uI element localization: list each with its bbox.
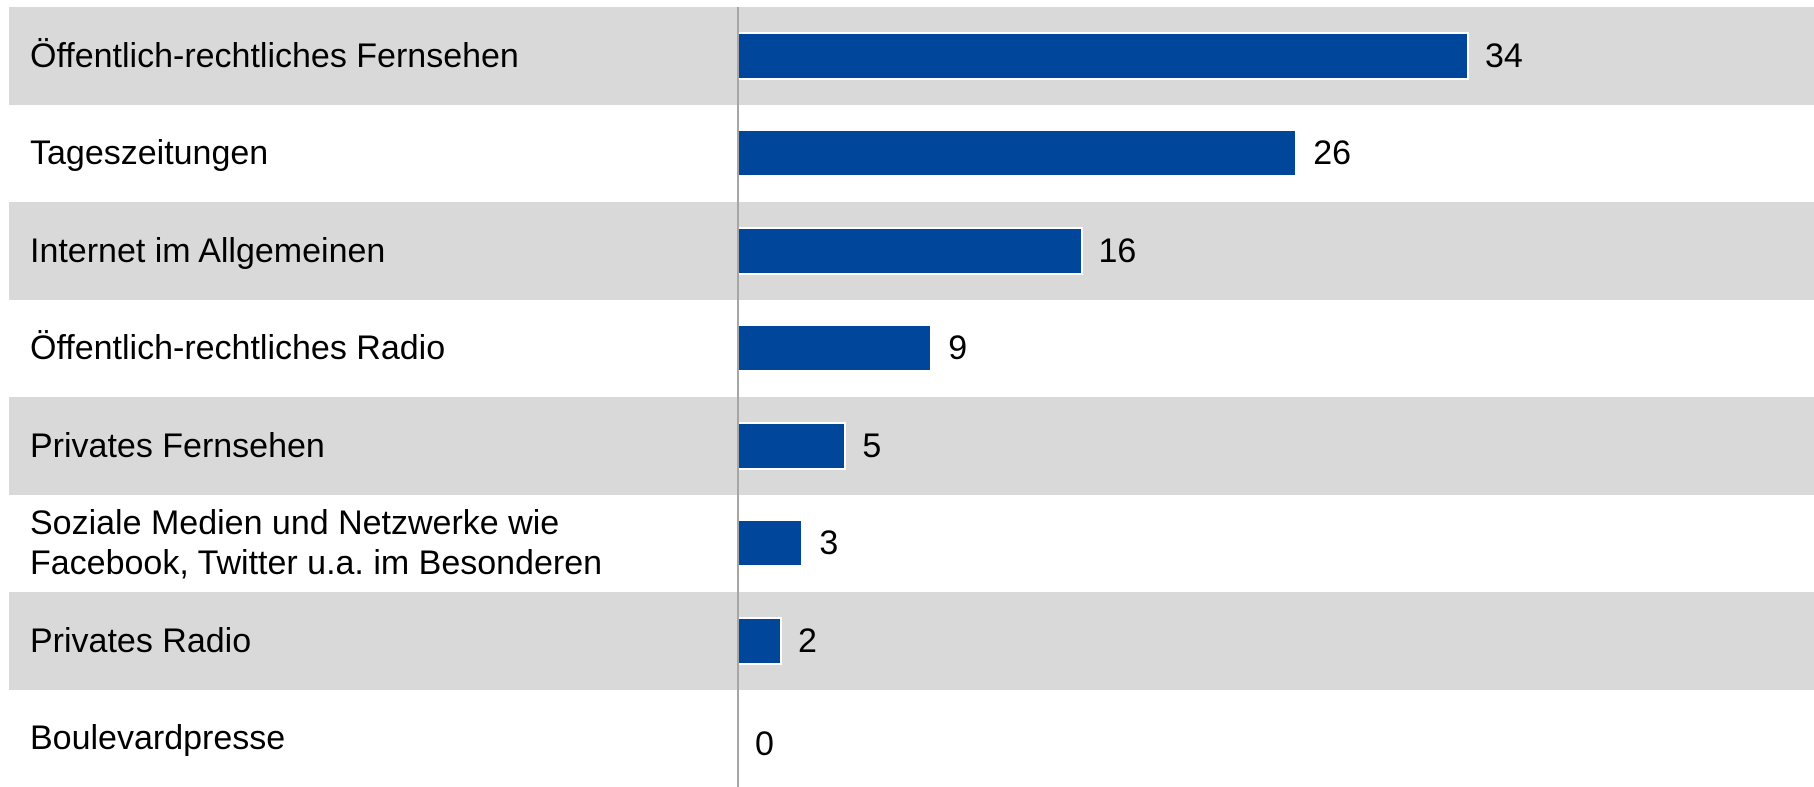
category-label: Privates Fernsehen bbox=[30, 426, 325, 465]
value-label: 34 bbox=[1485, 36, 1523, 75]
bar bbox=[739, 519, 804, 568]
row: Öffentlich-rechtliches Radio bbox=[9, 300, 1814, 398]
category-label: Soziale Medien und Netzwerke wie Faceboo… bbox=[30, 504, 603, 583]
value-label: 0 bbox=[755, 725, 774, 764]
value-label: 5 bbox=[862, 426, 882, 465]
category-label: Tageszeitungen bbox=[30, 134, 269, 173]
value-label: 9 bbox=[948, 329, 968, 368]
bar bbox=[739, 129, 1298, 178]
category-label: Boulevardpresse bbox=[30, 719, 286, 758]
bar bbox=[739, 226, 1083, 275]
category-label: Öffentlich-rechtliches Fernsehen bbox=[30, 36, 519, 75]
row: Privates Radio bbox=[9, 592, 1814, 690]
row: Soziale Medien und Netzwerke wie Faceboo… bbox=[9, 495, 1814, 593]
category-label: Internet im Allgemeinen bbox=[30, 231, 386, 270]
value-label: 3 bbox=[819, 524, 839, 563]
row: Privates Fernsehen bbox=[9, 397, 1814, 495]
value-label: 26 bbox=[1313, 134, 1352, 173]
row: Internet im Allgemeinen bbox=[9, 202, 1814, 300]
row: Boulevardpresse bbox=[9, 690, 1814, 787]
value-label: 16 bbox=[1098, 231, 1137, 270]
bar bbox=[739, 31, 1469, 80]
row: Öffentlich-rechtliches Fernsehen bbox=[9, 7, 1814, 105]
category-label: Privates Radio bbox=[30, 621, 252, 660]
row: Tageszeitungen bbox=[9, 105, 1814, 203]
bar bbox=[739, 616, 782, 665]
bar bbox=[739, 421, 847, 470]
value-label: 2 bbox=[797, 621, 817, 660]
category-label: Öffentlich-rechtliches Radio bbox=[30, 329, 446, 368]
axis-line bbox=[737, 7, 739, 787]
bar bbox=[739, 324, 933, 373]
